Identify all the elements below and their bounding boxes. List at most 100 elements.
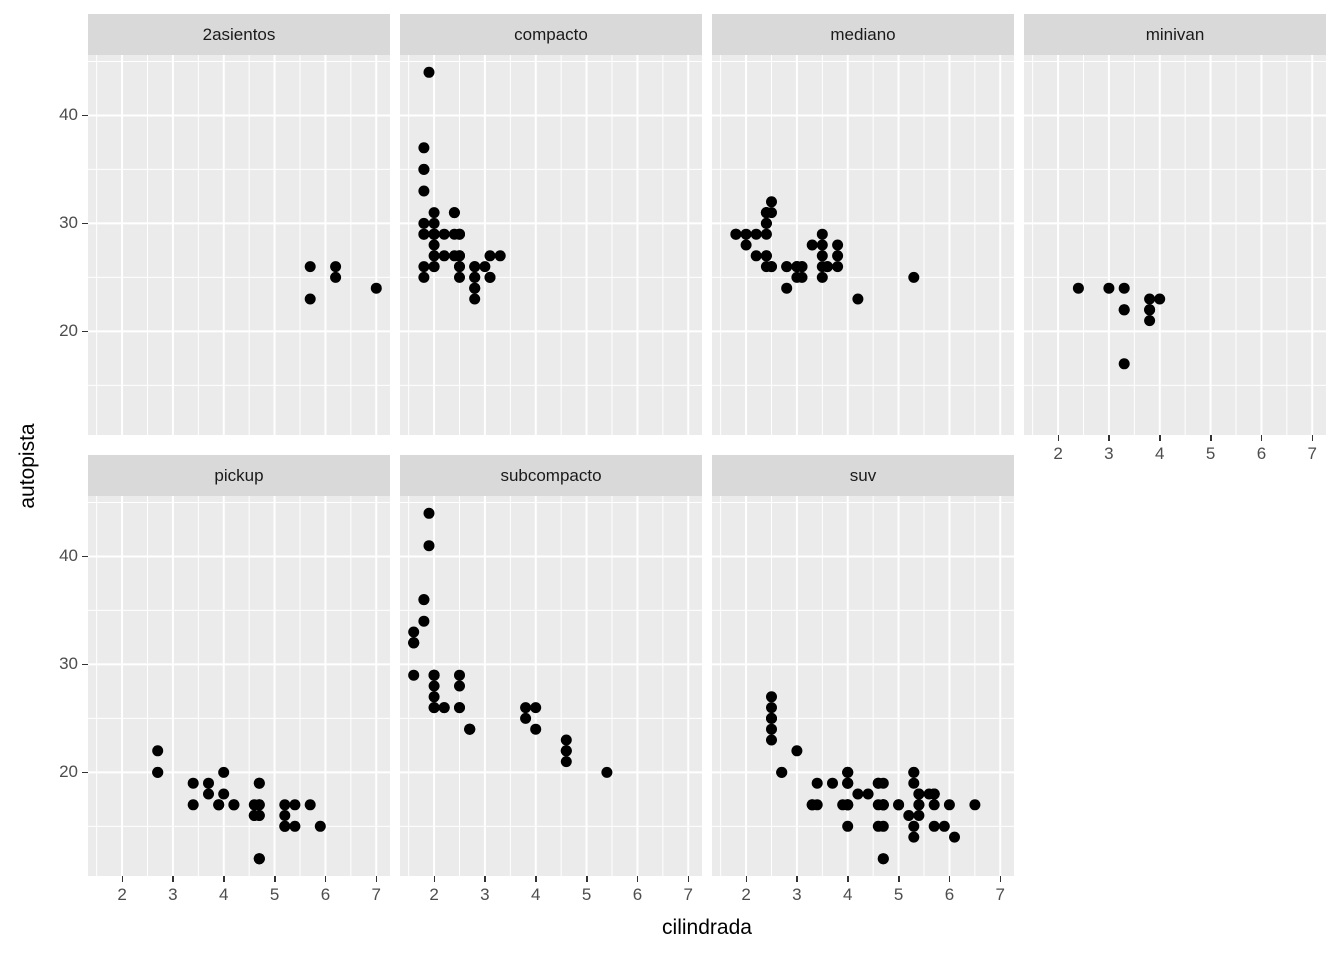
x-tick-label: 2 — [741, 885, 751, 904]
data-point — [740, 239, 752, 251]
data-point — [827, 777, 838, 789]
data-point — [530, 702, 542, 714]
y-axis-title: autopista — [16, 423, 39, 509]
data-point — [766, 734, 777, 746]
data-point — [428, 207, 440, 219]
data-point — [903, 810, 915, 821]
x-tick-label: 5 — [1205, 444, 1216, 463]
x-tick-label: 4 — [219, 885, 229, 904]
data-point — [484, 250, 496, 262]
x-tick-label: 7 — [1307, 444, 1317, 463]
data-point — [760, 217, 772, 229]
data-point — [530, 723, 542, 735]
data-point — [1072, 282, 1084, 294]
x-tick-mark — [796, 876, 798, 882]
x-axis-title: cilindrada — [662, 916, 752, 939]
facet-strip-subcompacto: subcompacto — [400, 455, 702, 496]
data-point — [418, 594, 430, 606]
data-point — [852, 788, 864, 800]
data-point — [1154, 293, 1166, 305]
data-point — [418, 142, 430, 154]
data-point — [560, 756, 572, 768]
x-tick-label: 6 — [944, 885, 955, 904]
facet-panel-minivan — [1024, 55, 1326, 435]
x-tick-mark — [636, 876, 639, 882]
data-point — [877, 820, 889, 832]
x-tick-label: 3 — [480, 885, 490, 904]
data-point — [279, 820, 291, 832]
x-tick-label: 5 — [269, 885, 280, 904]
data-point — [821, 261, 833, 273]
x-tick-mark — [274, 876, 276, 882]
data-point — [408, 637, 420, 649]
data-point — [464, 723, 476, 735]
data-point — [418, 185, 430, 197]
data-point — [913, 810, 925, 821]
data-point — [330, 271, 342, 283]
facet-panel-compacto — [400, 55, 702, 435]
data-point — [187, 777, 199, 789]
data-point — [877, 853, 889, 865]
data-point — [872, 777, 884, 789]
data-point — [928, 820, 940, 832]
data-point — [811, 799, 823, 811]
data-point — [454, 250, 465, 262]
data-point — [448, 207, 460, 219]
data-point — [423, 66, 435, 78]
data-point — [928, 788, 940, 800]
data-point — [428, 217, 440, 229]
data-point — [428, 702, 440, 714]
facet-panel-suv — [712, 496, 1014, 876]
data-point — [760, 228, 772, 240]
data-point — [913, 799, 925, 811]
data-point — [791, 261, 803, 273]
data-point — [766, 261, 777, 273]
x-tick-mark — [948, 876, 951, 882]
y-tick-label: 20 — [59, 762, 78, 782]
data-point — [862, 788, 874, 800]
facet-panel-2asientos — [88, 55, 390, 435]
data-point — [448, 228, 460, 240]
x-tick-mark — [433, 876, 436, 882]
data-point — [760, 207, 772, 219]
panel-background — [1024, 55, 1326, 435]
data-point — [520, 702, 532, 714]
panel-background — [88, 496, 390, 876]
x-tick-mark — [1210, 435, 1212, 441]
y-tick-label: 40 — [59, 546, 78, 566]
y-tick-mark — [82, 555, 88, 558]
data-point — [253, 853, 265, 865]
data-point — [454, 702, 465, 714]
data-point — [454, 669, 465, 681]
data-point — [1118, 358, 1130, 370]
x-tick-label: 5 — [893, 885, 904, 904]
x-tick-mark — [898, 876, 900, 882]
y-tick-mark — [82, 771, 88, 774]
x-tick-mark — [999, 876, 1002, 882]
data-point — [766, 196, 777, 208]
data-point — [454, 271, 465, 283]
y-tick-mark — [82, 114, 88, 117]
data-point — [791, 271, 803, 283]
data-point — [1144, 315, 1156, 327]
data-point — [479, 261, 491, 273]
data-point — [428, 250, 440, 262]
panel-background — [400, 496, 702, 876]
data-point — [423, 540, 435, 552]
data-point — [908, 831, 920, 843]
x-tick-mark — [375, 876, 378, 882]
data-point — [438, 702, 450, 714]
data-point — [913, 788, 925, 800]
data-point — [428, 261, 440, 273]
facet-strip-minivan: minivan — [1024, 14, 1326, 55]
facet-strip-2asientos: 2asientos — [88, 14, 390, 55]
data-point — [469, 271, 481, 283]
data-point — [852, 293, 864, 305]
y-tick-mark — [82, 663, 88, 666]
x-tick-label: 3 — [792, 885, 802, 904]
data-point — [520, 712, 532, 724]
panel-background — [712, 55, 1014, 435]
data-point — [438, 228, 450, 240]
data-point — [418, 271, 430, 283]
data-point — [781, 282, 793, 294]
